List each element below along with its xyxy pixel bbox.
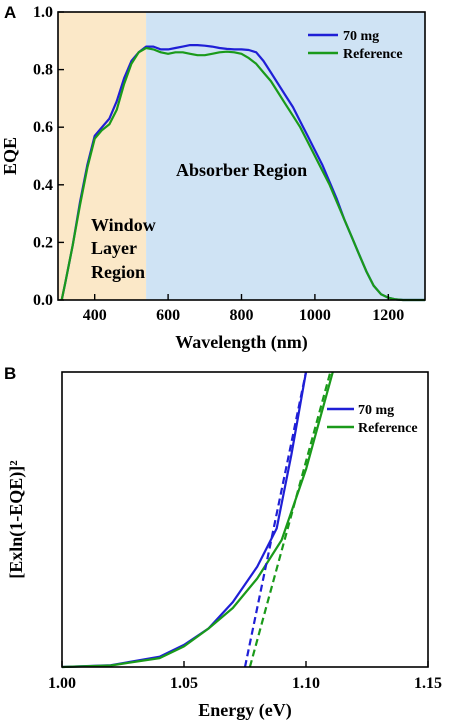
- panel-b-x-axis-label: Energy (eV): [198, 700, 291, 721]
- x-tick-label: 1000: [299, 307, 331, 324]
- panel-a-y-axis-label: EQE: [0, 137, 20, 175]
- x-tick-label: 1.05: [170, 675, 198, 692]
- y-tick-label: 0.6: [33, 119, 53, 136]
- y-tick-label: 1.0: [33, 4, 53, 21]
- x-tick-label: 600: [156, 307, 180, 324]
- window-layer-region-label-line: Window: [91, 215, 156, 235]
- fit-reference-dashed-line: [248, 371, 332, 668]
- panel-b-y-axis-label: [Exln(1-EQE)]²: [6, 460, 27, 578]
- absorber-region-label: Absorber Region: [176, 160, 307, 180]
- legend-70mg-label: 70 mg: [358, 403, 394, 418]
- panel-a-letter: A: [4, 3, 16, 22]
- window-layer-region-label-line: Region: [91, 262, 145, 282]
- series-reference-line: [61, 371, 334, 669]
- y-tick-label: 0.8: [33, 62, 53, 79]
- legend-reference-label: Reference: [358, 421, 418, 436]
- x-tick-label: 1200: [372, 307, 404, 324]
- x-tick-label: 400: [83, 307, 107, 324]
- panel-b-legend: 70 mg Reference: [327, 403, 418, 436]
- series-reference-line: [60, 46, 425, 302]
- window-layer-region-label-line: Layer: [91, 238, 137, 258]
- legend-reference-label: Reference: [343, 47, 403, 62]
- fit-70mg-dashed-line: [243, 371, 308, 668]
- panel-b-plot-frame: [61, 371, 429, 668]
- series-70mg-line: [61, 371, 308, 669]
- y-tick-label: 0.2: [33, 234, 53, 251]
- x-tick-label: 1.10: [292, 675, 320, 692]
- legend-70mg-label: 70 mg: [343, 29, 379, 44]
- y-tick-label: 0.4: [33, 177, 53, 194]
- x-tick-label: 800: [230, 307, 254, 324]
- x-tick-label: 1.00: [48, 675, 76, 692]
- panel-b-chart: B 1.00 1.05 1.10 1.15 Energy (eV) [Exln(1-E…: [4, 364, 442, 721]
- x-tick-label: 1.15: [414, 675, 442, 692]
- y-tick-label: 0.0: [33, 292, 53, 309]
- absorber-region-band: [146, 12, 425, 300]
- panel-a-chart: A Window Layer Region Absorber Region 400 60…: [0, 3, 426, 353]
- panel-b-letter: B: [4, 364, 16, 383]
- panel-a-x-axis-label: Wavelength (nm): [175, 332, 308, 353]
- panel-a-legend: 70 mg Reference: [308, 29, 403, 62]
